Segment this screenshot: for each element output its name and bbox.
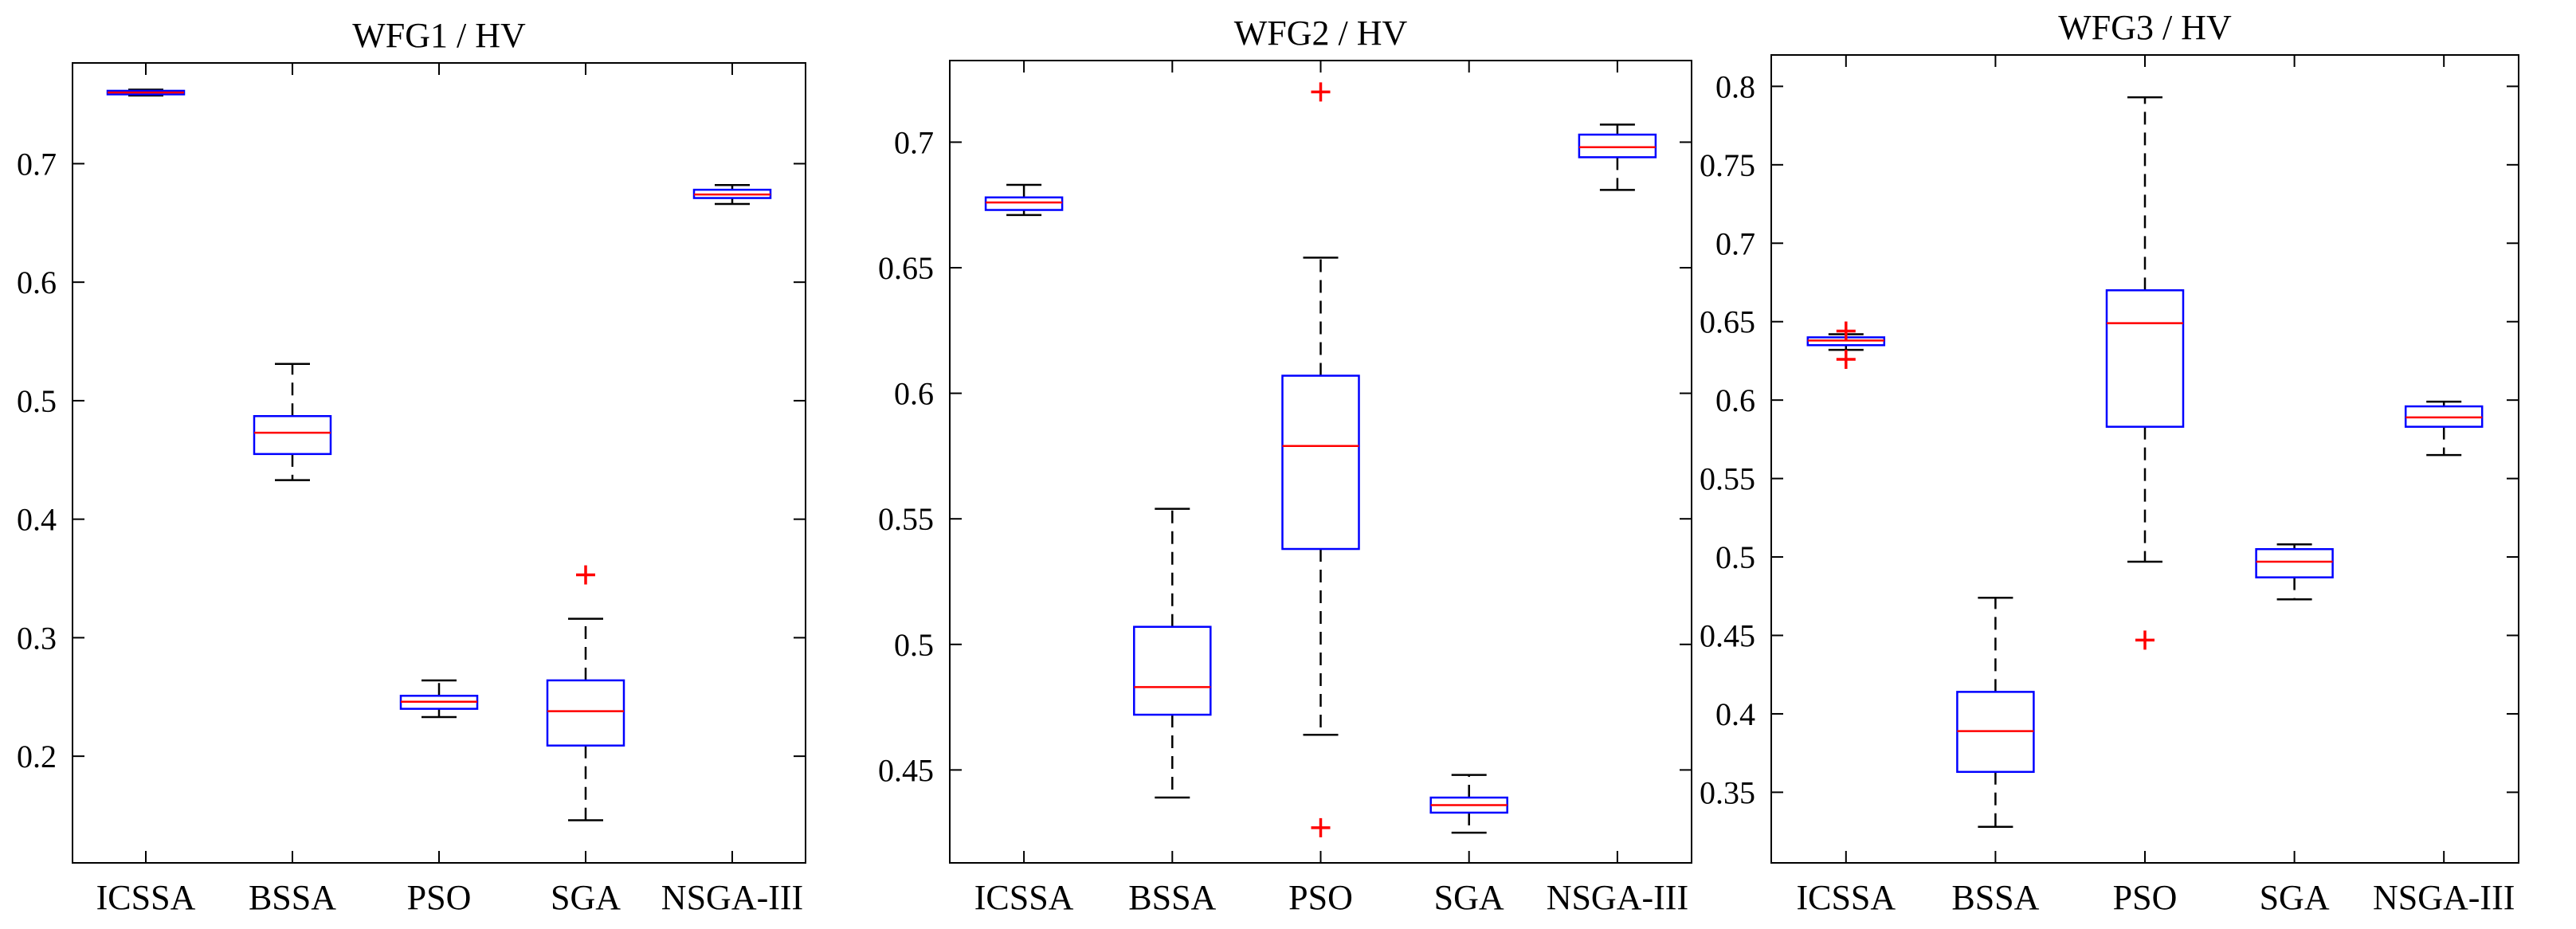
- y-tick-label: 0.55: [878, 501, 934, 537]
- y-tick-label: 0.5: [894, 627, 934, 663]
- y-tick-label: 0.3: [17, 620, 57, 656]
- outlier-marker: [1836, 349, 1856, 369]
- box-pso: [1281, 82, 1360, 837]
- y-tick-label: 0.45: [1700, 618, 1755, 654]
- y-tick-label: 0.6: [894, 376, 934, 412]
- iqr-box: [2255, 547, 2334, 578]
- y-tick-label: 0.7: [17, 146, 57, 182]
- box-pso: [399, 679, 479, 719]
- y-tick-label: 0.7: [894, 124, 934, 160]
- box-nsga-iii: [692, 183, 772, 206]
- chart-panel-1: WFG1 / HV 0.2 0.3 0.4 0.5 0.6 0.7 ICSSA BSSA PSO S…: [17, 16, 806, 917]
- box-icssa: [984, 183, 1064, 217]
- box-pso: [2105, 96, 2185, 650]
- box-bssa: [253, 363, 332, 481]
- x-category-label: SGA: [1434, 878, 1504, 917]
- y-tick-label: 0.6: [17, 265, 57, 300]
- y-tick-label: 0.35: [1700, 774, 1755, 810]
- chart-title: WFG1 / HV: [352, 16, 526, 55]
- iqr-box: [546, 679, 625, 747]
- y-tick-label: 0.5: [1715, 539, 1755, 575]
- box-nsga-iii: [2404, 400, 2484, 457]
- iqr-box: [2105, 289, 2185, 428]
- box-sga: [1429, 774, 1508, 834]
- box-icssa: [106, 88, 186, 97]
- iqr-box: [253, 414, 332, 456]
- x-category-label: ICSSA: [96, 878, 196, 917]
- y-tick-label: 0.2: [17, 739, 57, 774]
- y-tick-label: 0.55: [1700, 461, 1755, 497]
- x-category-label: BSSA: [249, 878, 336, 917]
- x-category-label: PSO: [2113, 878, 2178, 917]
- box-bssa: [1956, 597, 2035, 828]
- chart-panel-3: WFG3 / HV 0.35 0.4 0.45 0.5 0.55 0.6 0.65 0.7 0.7…: [1700, 8, 2519, 917]
- x-category-label: ICSSA: [1796, 878, 1896, 917]
- outlier-marker: [1836, 321, 1856, 341]
- x-category-label: NSGA-III: [661, 878, 803, 917]
- iqr-box: [1281, 374, 1360, 551]
- x-category-label: BSSA: [1128, 878, 1216, 917]
- box-sga: [546, 565, 625, 821]
- x-category-label: PSO: [407, 878, 472, 917]
- box-icssa: [1806, 321, 1886, 369]
- outlier-marker: [576, 565, 595, 585]
- x-category-label: PSO: [1288, 878, 1353, 917]
- y-tick-label: 0.5: [17, 383, 57, 419]
- box-bssa: [1133, 508, 1212, 799]
- x-category-label: NSGA-III: [1547, 878, 1688, 917]
- outlier-marker: [2135, 630, 2155, 650]
- chart-title: WFG3 / HV: [2058, 8, 2232, 47]
- x-category-label: NSGA-III: [2373, 878, 2515, 917]
- axes-frame: [72, 62, 806, 864]
- x-category-label: SGA: [551, 878, 621, 917]
- y-tick-label: 0.4: [1715, 696, 1755, 732]
- y-tick-label: 0.6: [1715, 382, 1755, 418]
- y-tick-label: 0.8: [1715, 69, 1755, 104]
- outlier-marker: [1311, 82, 1331, 102]
- outlier-marker: [1311, 817, 1331, 837]
- x-category-label: ICSSA: [974, 878, 1074, 917]
- chart-title: WFG2 / HV: [1234, 14, 1408, 53]
- x-category-label: BSSA: [1951, 878, 2039, 917]
- y-tick-label: 0.65: [1700, 304, 1755, 340]
- iqr-box: [1578, 133, 1657, 159]
- chart-panel-2: WFG2 / HV 0.45 0.5 0.55 0.6 0.65 0.7 ICSSA BSSA P…: [878, 14, 1692, 917]
- box-nsga-iii: [1578, 123, 1657, 191]
- box-sga: [2255, 543, 2334, 601]
- iqr-box: [1133, 625, 1212, 716]
- y-tick-label: 0.75: [1700, 147, 1755, 183]
- x-category-label: SGA: [2260, 878, 2330, 917]
- y-tick-label: 0.7: [1715, 225, 1755, 261]
- iqr-box: [984, 196, 1064, 211]
- y-tick-label: 0.4: [17, 502, 57, 538]
- y-tick-label: 0.45: [878, 752, 934, 788]
- y-tick-label: 0.65: [878, 250, 934, 286]
